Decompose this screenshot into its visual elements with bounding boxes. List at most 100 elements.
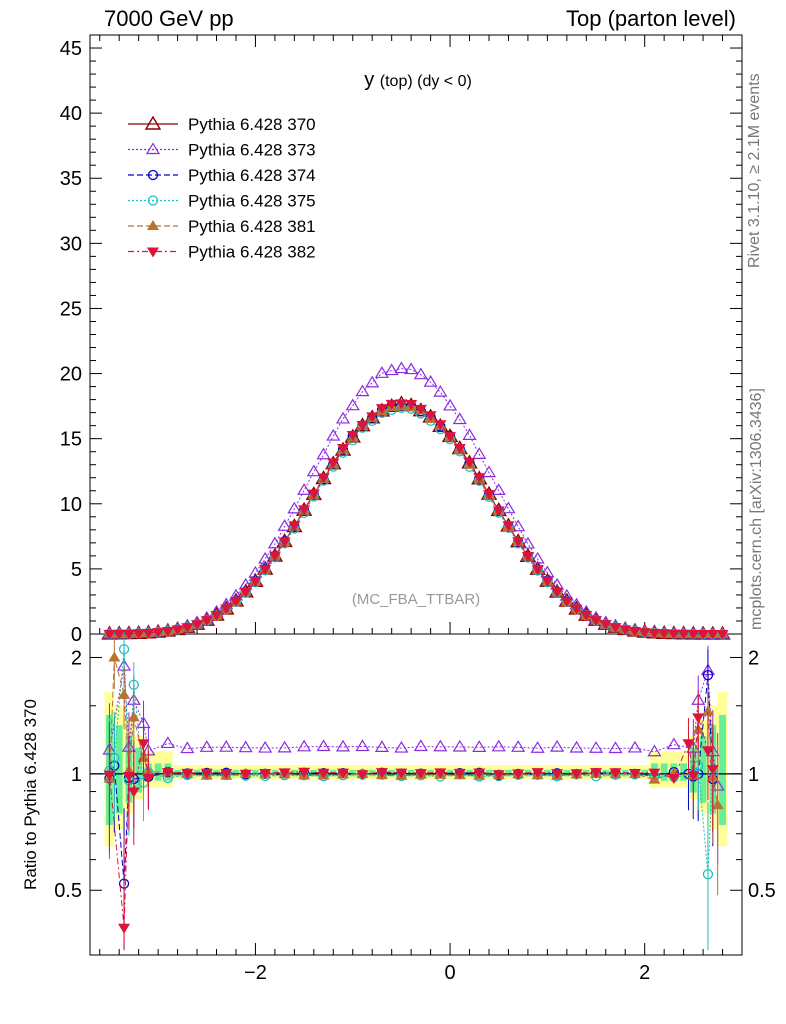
ratio-point <box>570 769 583 780</box>
ratio-point <box>335 739 351 752</box>
data-point <box>658 629 671 640</box>
data-point <box>453 443 466 454</box>
ratio-y-tick-label: 2 <box>71 647 82 669</box>
rivet-version-label: Rivet 3.1.10, ≥ 2.1M events <box>746 73 763 268</box>
data-point <box>619 625 632 636</box>
ratio-point <box>199 740 214 752</box>
data-point <box>268 551 281 562</box>
y-tick-label: 40 <box>60 103 82 125</box>
x-tick-label: 0 <box>444 962 455 984</box>
ratio-point <box>375 768 388 779</box>
ratio-point <box>220 769 233 780</box>
data-point <box>442 398 458 411</box>
data-point <box>103 629 116 640</box>
data-point <box>210 611 223 622</box>
green-band <box>135 747 143 793</box>
y-tick-label: 5 <box>71 559 82 581</box>
data-point <box>405 400 418 411</box>
data-point <box>433 384 448 397</box>
data-point <box>365 375 380 388</box>
data-point <box>541 576 554 587</box>
data-point <box>667 629 680 640</box>
ratio-point <box>219 740 234 752</box>
ratio-point <box>511 740 526 752</box>
ratio-point <box>702 670 714 681</box>
ratio-point <box>413 739 428 752</box>
ratio-point <box>316 739 331 752</box>
ratio-point <box>142 773 155 784</box>
ratio-point <box>551 769 564 780</box>
green-band <box>641 769 649 777</box>
data-point <box>113 629 126 640</box>
series-382 <box>103 399 729 640</box>
ratio-y-tick-label-right: 0.5 <box>748 880 776 902</box>
data-point <box>472 447 487 459</box>
ratio-point <box>472 740 487 752</box>
data-point <box>355 384 370 397</box>
data-point <box>344 428 361 443</box>
data-point <box>327 458 340 469</box>
ratio-point <box>160 736 175 749</box>
green-band <box>115 725 123 814</box>
data-point <box>122 629 135 640</box>
data-point <box>375 404 388 415</box>
data-point <box>259 564 272 575</box>
data-point <box>599 620 612 631</box>
data-point <box>628 626 641 637</box>
data-point <box>463 458 476 469</box>
green-band <box>505 769 512 777</box>
data-point <box>366 412 379 423</box>
ratio-point <box>317 768 330 779</box>
ratio-point <box>628 769 641 780</box>
legend-entry: Pythia 6.428 374 <box>128 166 316 185</box>
ratio-series-374 <box>104 649 718 951</box>
legend-label: Pythia 6.428 374 <box>188 166 316 185</box>
ratio-point <box>492 770 505 781</box>
legend-marker <box>147 220 159 230</box>
ratio-point <box>394 740 409 753</box>
data-point <box>346 431 359 442</box>
data-point <box>452 412 467 425</box>
green-band <box>660 763 668 781</box>
data-point <box>191 620 204 631</box>
data-point <box>462 428 477 440</box>
data-point <box>492 506 505 517</box>
ratio-point <box>298 767 311 778</box>
data-point <box>278 537 291 548</box>
data-point <box>570 604 583 615</box>
ratio-y-tick-label-right: 1 <box>748 764 759 786</box>
ratio-point <box>711 799 724 810</box>
data-point <box>385 399 398 410</box>
legend-entry: Pythia 6.428 382 <box>128 243 316 262</box>
ratio-point <box>395 768 408 779</box>
ratio-point <box>491 739 506 752</box>
ratio-point <box>648 768 661 779</box>
data-point <box>287 501 302 514</box>
ratio-point <box>259 769 272 780</box>
legend-marker <box>147 195 159 206</box>
data-point <box>326 428 341 441</box>
data-point <box>648 628 661 639</box>
ratio-point <box>590 768 603 779</box>
y-tick-label: 10 <box>60 494 82 516</box>
legend-label: Pythia 6.428 370 <box>188 115 316 134</box>
ratio-series-line <box>109 675 714 884</box>
data-point <box>404 362 419 375</box>
data-point <box>356 420 369 431</box>
data-point <box>638 628 651 639</box>
data-point <box>716 629 729 640</box>
ratio-point <box>682 739 695 750</box>
data-point <box>249 576 262 587</box>
data-point <box>229 596 242 607</box>
data-point <box>531 565 544 576</box>
ratio-point <box>118 688 131 699</box>
ratio-point <box>127 711 140 722</box>
data-point <box>335 411 351 424</box>
legend-label: Pythia 6.428 373 <box>188 141 316 160</box>
ratio-y-tick-label-right: 2 <box>748 647 759 669</box>
ratio-series-375 <box>104 637 718 951</box>
data-point <box>363 409 381 424</box>
ratio-point <box>666 737 681 750</box>
analysis-watermark: (MC_FBA_TTBAR) <box>352 591 480 608</box>
